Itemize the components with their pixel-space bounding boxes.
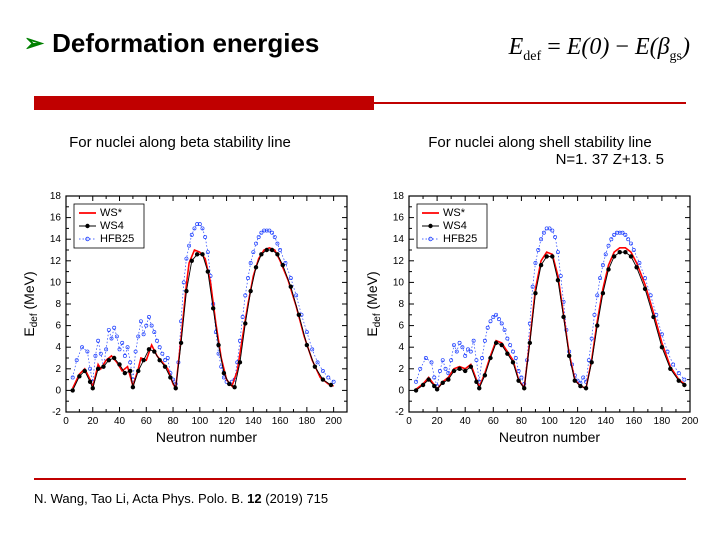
accent-bar-thin (374, 102, 686, 104)
svg-text:180: 180 (654, 416, 671, 427)
bullet-icon: ➢ (24, 29, 44, 58)
svg-text:2: 2 (55, 364, 61, 375)
accent-bar (34, 94, 686, 112)
formula-beta: β (658, 34, 670, 60)
svg-text:WS*: WS* (443, 207, 466, 219)
svg-text:20: 20 (87, 416, 99, 427)
captions-row: For nuclei along beta stability line For… (0, 134, 720, 168)
slide-title: Deformation energies (52, 28, 319, 59)
citation-before: N. Wang, Tao Li, Acta Phys. Polo. B. (34, 491, 247, 506)
svg-text:6: 6 (398, 321, 404, 332)
svg-text:0: 0 (398, 385, 404, 396)
formula-beta-sub: gs (670, 49, 682, 64)
svg-text:18: 18 (393, 191, 405, 202)
svg-text:10: 10 (393, 277, 405, 288)
formula-t2a: E( (635, 34, 658, 60)
svg-text:140: 140 (245, 416, 262, 427)
svg-text:100: 100 (541, 416, 558, 427)
svg-text:10: 10 (50, 277, 62, 288)
svg-text:Neutron number: Neutron number (156, 429, 258, 445)
caption-right-wrap: For nuclei along shell stability line N=… (360, 134, 720, 168)
formula-t1: E(0) (567, 34, 610, 60)
footer-rule (34, 478, 686, 480)
svg-text:Edef (MeV): Edef (MeV) (365, 271, 383, 336)
formula-lhs: E (509, 34, 524, 60)
svg-text:16: 16 (393, 213, 405, 224)
caption-right: For nuclei along shell stability line (360, 134, 720, 151)
svg-text:2: 2 (398, 364, 404, 375)
svg-text:8: 8 (398, 299, 404, 310)
formula-eq: = (547, 34, 561, 60)
formula-t2b: ) (682, 34, 690, 60)
svg-text:12: 12 (393, 256, 405, 267)
caption-right-sub: N=1. 37 Z+13. 5 (360, 151, 720, 168)
chart-left: 020406080100120140160180200-202468101214… (22, 186, 355, 446)
svg-text:60: 60 (141, 416, 153, 427)
svg-text:200: 200 (682, 416, 698, 427)
svg-text:80: 80 (516, 416, 528, 427)
svg-text:120: 120 (218, 416, 235, 427)
svg-text:12: 12 (50, 256, 62, 267)
formula: Edef = E(0) − E(βgs) (509, 34, 690, 65)
svg-text:20: 20 (432, 416, 444, 427)
citation: N. Wang, Tao Li, Acta Phys. Polo. B. 12 … (34, 491, 328, 506)
chart-right: 020406080100120140160180200-202468101214… (365, 186, 698, 446)
svg-text:0: 0 (63, 416, 69, 427)
svg-text:140: 140 (597, 416, 614, 427)
svg-text:HFB25: HFB25 (100, 233, 134, 245)
svg-text:80: 80 (167, 416, 179, 427)
svg-text:Edef (MeV): Edef (MeV) (22, 271, 40, 336)
svg-text:18: 18 (50, 191, 62, 202)
accent-bar-thick (34, 96, 374, 110)
caption-left: For nuclei along beta stability line (0, 134, 360, 168)
svg-text:100: 100 (191, 416, 208, 427)
svg-text:60: 60 (488, 416, 500, 427)
svg-text:14: 14 (50, 234, 62, 245)
svg-text:16: 16 (50, 213, 62, 224)
svg-text:HFB25: HFB25 (443, 233, 477, 245)
formula-minus: − (615, 34, 629, 60)
svg-text:160: 160 (625, 416, 642, 427)
citation-bold: 12 (247, 491, 261, 506)
svg-text:0: 0 (406, 416, 412, 427)
svg-text:200: 200 (325, 416, 342, 427)
citation-after: (2019) 715 (262, 491, 329, 506)
svg-text:4: 4 (55, 342, 61, 353)
svg-text:180: 180 (299, 416, 316, 427)
svg-text:40: 40 (460, 416, 472, 427)
svg-text:8: 8 (55, 299, 61, 310)
formula-lhs-sub: def (523, 49, 541, 64)
svg-text:160: 160 (272, 416, 289, 427)
svg-text:4: 4 (398, 342, 404, 353)
svg-text:14: 14 (393, 234, 405, 245)
svg-text:WS*: WS* (100, 207, 123, 219)
svg-text:6: 6 (55, 321, 61, 332)
svg-text:WS4: WS4 (100, 220, 124, 232)
svg-text:WS4: WS4 (443, 220, 467, 232)
svg-text:Neutron number: Neutron number (499, 429, 601, 445)
svg-text:-2: -2 (395, 407, 404, 418)
charts-row: 020406080100120140160180200-202468101214… (22, 186, 698, 446)
svg-text:0: 0 (55, 385, 61, 396)
slide-root: ➢ Deformation energies Edef = E(0) − E(β… (0, 0, 720, 540)
svg-text:-2: -2 (52, 407, 61, 418)
svg-text:40: 40 (114, 416, 126, 427)
svg-text:120: 120 (569, 416, 586, 427)
